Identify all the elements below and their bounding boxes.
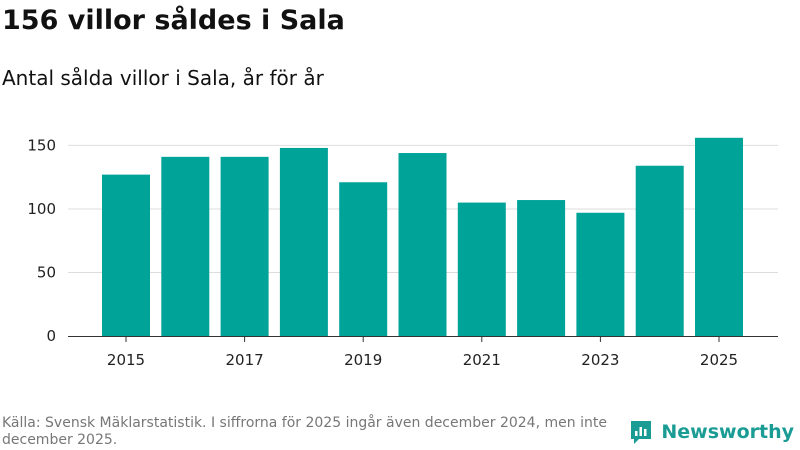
- x-tick-label: 2019: [344, 351, 382, 369]
- y-tick-label: 100: [27, 200, 56, 218]
- page-subtitle: Antal sålda villor i Sala, år för år: [2, 66, 324, 90]
- brand-logo[interactable]: Newsworthy: [629, 419, 794, 445]
- x-tick-label: 2025: [700, 351, 738, 369]
- bar-2018: [279, 147, 328, 336]
- x-tick-label: 2017: [226, 351, 264, 369]
- bar-2022: [517, 200, 566, 336]
- bar-2024: [635, 165, 684, 336]
- x-tick-label: 2023: [581, 351, 619, 369]
- y-tick-label: 0: [46, 327, 56, 345]
- bar-2019: [339, 182, 388, 336]
- bar-2025: [695, 137, 743, 336]
- x-tick-label: 2021: [463, 351, 501, 369]
- y-tick-label: 50: [37, 263, 56, 281]
- x-tick-label: 2015: [107, 351, 145, 369]
- brand-name: Newsworthy: [661, 421, 794, 443]
- bar-2015: [102, 174, 150, 336]
- bar-2023: [576, 212, 625, 336]
- page-title: 156 villor såldes i Sala: [2, 5, 345, 36]
- y-tick-label: 150: [27, 136, 56, 154]
- bar-2021: [457, 202, 506, 336]
- bar-2017: [220, 156, 269, 336]
- bar-2020: [398, 153, 447, 336]
- source-note: Källa: Svensk Mäklarstatistik. I siffror…: [2, 415, 607, 448]
- bar-chart-logo-icon: [631, 421, 652, 444]
- bar-chart: 0 50 100 150 2015 2017 2019 2021 2023 2025: [27, 136, 778, 369]
- bar-2016: [161, 156, 210, 336]
